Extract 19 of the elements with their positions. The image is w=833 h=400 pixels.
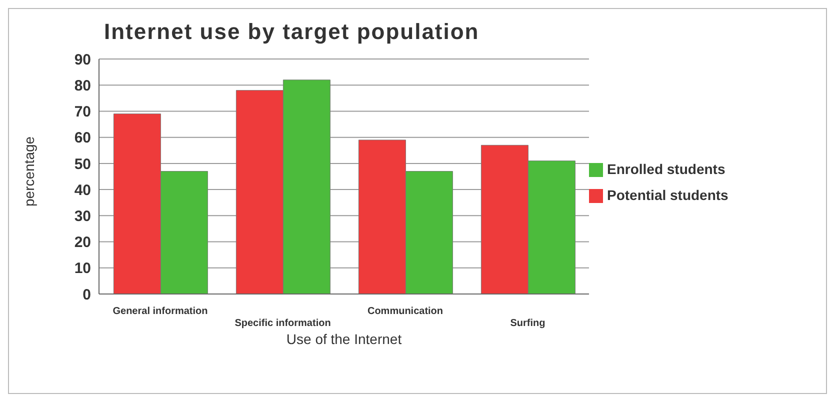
x-tick-label: General information — [112, 306, 208, 317]
y-axis-title: percentage — [20, 136, 37, 206]
legend-label: Potential students — [607, 186, 728, 202]
legend-label: Enrolled students — [607, 160, 726, 176]
chart-title: Internet use by target population — [104, 19, 480, 45]
y-tick-label: 0 — [82, 286, 91, 304]
y-tick-label: 30 — [74, 208, 91, 225]
y-tick-label: 20 — [74, 234, 91, 252]
x-tick-label: Communication — [367, 306, 444, 317]
y-tick-label: 90 — [74, 51, 91, 68]
x-tick-label: Specific information — [234, 318, 331, 329]
x-axis-title: Use of the Internet — [286, 331, 402, 347]
y-tick-label: 60 — [74, 130, 91, 147]
x-tick-label: Surfing — [510, 318, 546, 329]
y-tick-label: 40 — [74, 182, 91, 199]
y-tick-label: 70 — [74, 104, 91, 121]
y-tick-label: 10 — [74, 260, 91, 278]
y-tick-label: 80 — [74, 77, 91, 94]
y-tick-label: 50 — [74, 156, 91, 173]
